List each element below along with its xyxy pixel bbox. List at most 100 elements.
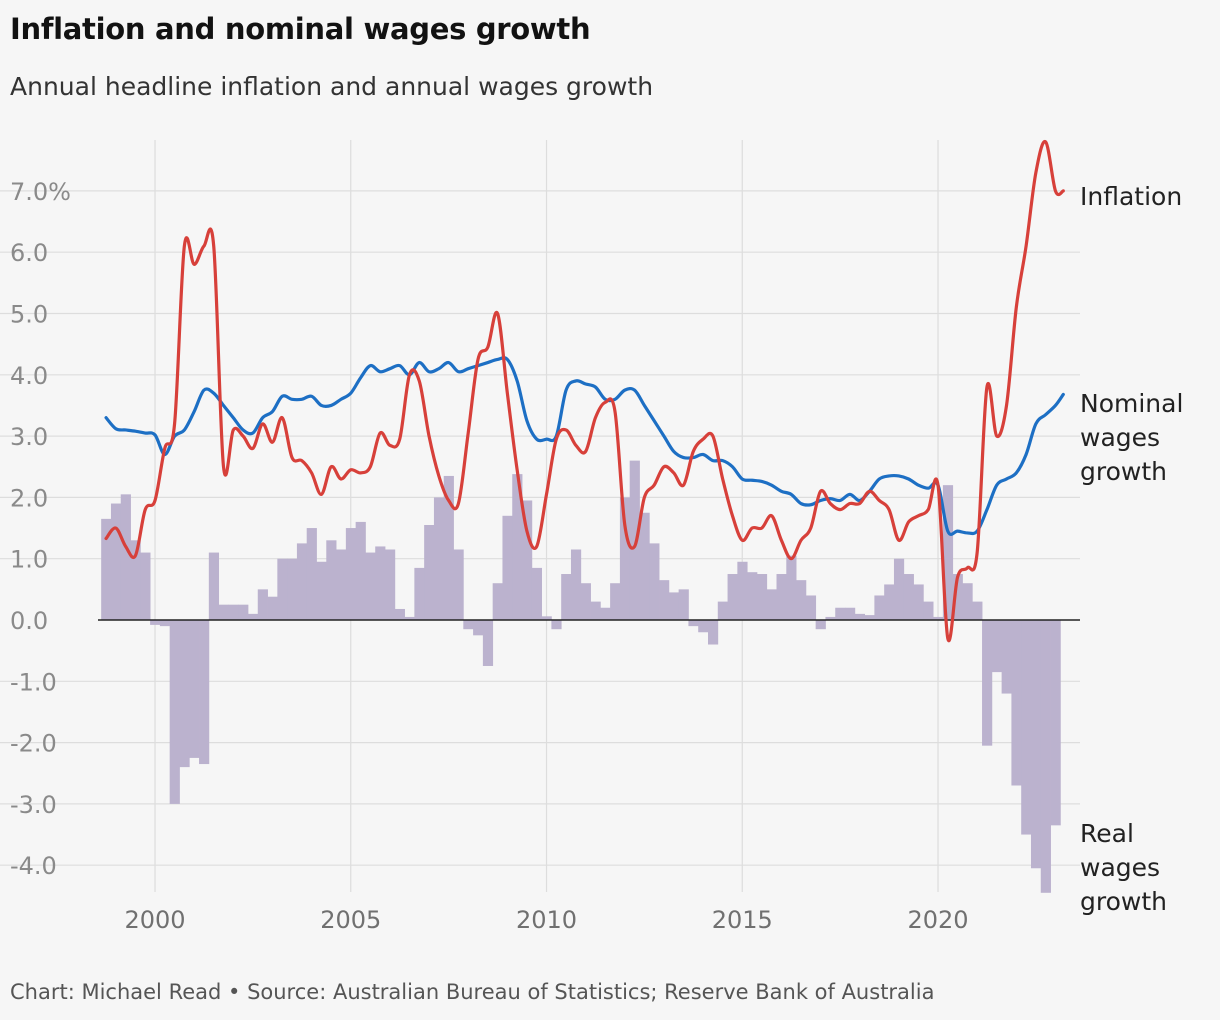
y-tick-label: -2.0 (10, 730, 57, 758)
real-wages-bar (815, 620, 826, 630)
real-wages-bar (336, 549, 347, 620)
y-tick-label: 6.0 (10, 239, 48, 267)
real-wages-bar (776, 574, 787, 620)
y-tick-label: 4.0 (10, 362, 48, 390)
real-wages-bar (688, 620, 699, 627)
real-wages-bar (287, 558, 298, 620)
real-wages-bar (365, 552, 376, 620)
real-wages-bar (512, 474, 523, 620)
real-wages-bar (179, 620, 190, 768)
real-wages-bar (414, 567, 425, 620)
real-wages-bar (1011, 620, 1022, 786)
real-wages-bar (208, 552, 220, 620)
real-wages-bar (590, 601, 601, 620)
real-wages-bar (150, 620, 161, 625)
series-label-line: Nominal (1080, 389, 1183, 418)
series-label-line: growth (1080, 887, 1167, 916)
series-label-line: wages (1080, 853, 1160, 882)
real-wages-bar (1050, 620, 1061, 826)
real-wages-bar (845, 607, 856, 620)
real-wages-bars (101, 460, 1061, 893)
real-wages-bar (874, 595, 885, 620)
series-label-inflation: Inflation (1080, 182, 1182, 211)
real-wages-bar (610, 583, 621, 620)
real-wages-bar (678, 589, 689, 620)
nominal-wages-line (104, 356, 1065, 536)
real-wages-bar (913, 584, 924, 620)
series-label-line: Inflation (1080, 182, 1182, 211)
y-tick-label: 3.0 (10, 423, 48, 451)
real-wages-bar (385, 549, 396, 620)
real-wages-bar (296, 543, 308, 621)
real-wages-bar (747, 572, 758, 620)
real-wages-bar (502, 515, 513, 620)
real-wages-bar (982, 620, 993, 746)
real-wages-bar (717, 601, 728, 620)
y-tick-label: -1.0 (10, 668, 57, 696)
real-wages-bar (277, 558, 288, 620)
real-wages-bar (1040, 620, 1051, 893)
x-tick-label: 2000 (124, 906, 185, 934)
y-tick-labels: 7.0% 6.0 5.0 4.0 3.0 2.0 1.0 0.0 -1.0 -2.0 -3.0 -4.… (10, 178, 71, 880)
series-label-line: Real (1080, 819, 1134, 848)
real-wages-bar (972, 601, 983, 620)
x-tick-label: 2005 (320, 906, 381, 934)
chart-subtitle: Annual headline inflation and annual wag… (10, 72, 654, 101)
x-tick-label: 2010 (516, 906, 577, 934)
real-wages-bar (247, 613, 259, 620)
real-wages-bar (482, 620, 494, 666)
real-wages-bar (1021, 620, 1032, 835)
real-wages-bar (805, 595, 817, 620)
real-wages-bar (570, 549, 582, 620)
real-wages-bar (228, 604, 239, 620)
vertical-gridlines (154, 140, 939, 892)
x-tick-label: 2015 (712, 906, 773, 934)
real-wages-bar (629, 460, 640, 620)
real-wages-bar (531, 567, 543, 620)
real-wages-bar (375, 546, 386, 620)
real-wages-bar (120, 494, 131, 620)
real-wages-bar (267, 596, 278, 620)
real-wages-bar (580, 583, 591, 620)
real-wages-bar (864, 615, 875, 620)
y-tick-label: 7.0% (10, 178, 71, 206)
real-wages-bar (199, 620, 210, 765)
real-wages-bar (796, 580, 807, 620)
chart-footer: Chart: Michael Read • Source: Australian… (10, 980, 935, 1004)
real-wages-bar (169, 620, 180, 804)
real-wages-bar (707, 620, 719, 645)
real-wages-bar (463, 620, 474, 630)
real-wages-bar (639, 512, 650, 620)
real-wages-bar (404, 616, 415, 620)
real-wages-bar (492, 583, 503, 620)
real-wages-bar (424, 524, 435, 620)
real-wages-bar (903, 574, 914, 620)
real-wages-bar (786, 555, 797, 620)
real-wages-bar (394, 608, 405, 620)
real-wages-bar (825, 616, 836, 620)
series-label-real-wages: Real wages growth (1080, 819, 1167, 916)
y-tick-label: 2.0 (10, 484, 48, 512)
real-wages-bar (110, 503, 122, 620)
real-wages-bar (668, 592, 680, 620)
real-wages-bar (649, 543, 660, 621)
real-wages-bar (1030, 620, 1042, 869)
real-wages-bar (101, 518, 112, 620)
real-wages-bar (257, 589, 268, 620)
real-wages-bar (218, 604, 229, 620)
real-wages-bar (698, 620, 709, 633)
inflation-line (104, 139, 1065, 643)
real-wages-bar (727, 574, 738, 620)
real-wages-bar (923, 601, 934, 620)
real-wages-bar (766, 589, 777, 620)
real-wages-bar (551, 620, 562, 630)
y-tick-label: -4.0 (10, 852, 57, 880)
real-wages-bar (659, 580, 670, 620)
real-wages-bar (561, 574, 572, 620)
real-wages-bar (238, 604, 249, 620)
real-wages-bar (737, 561, 748, 620)
real-wages-bar (884, 584, 895, 620)
y-tick-label: 0.0 (10, 607, 48, 635)
real-wages-bar (130, 540, 141, 620)
